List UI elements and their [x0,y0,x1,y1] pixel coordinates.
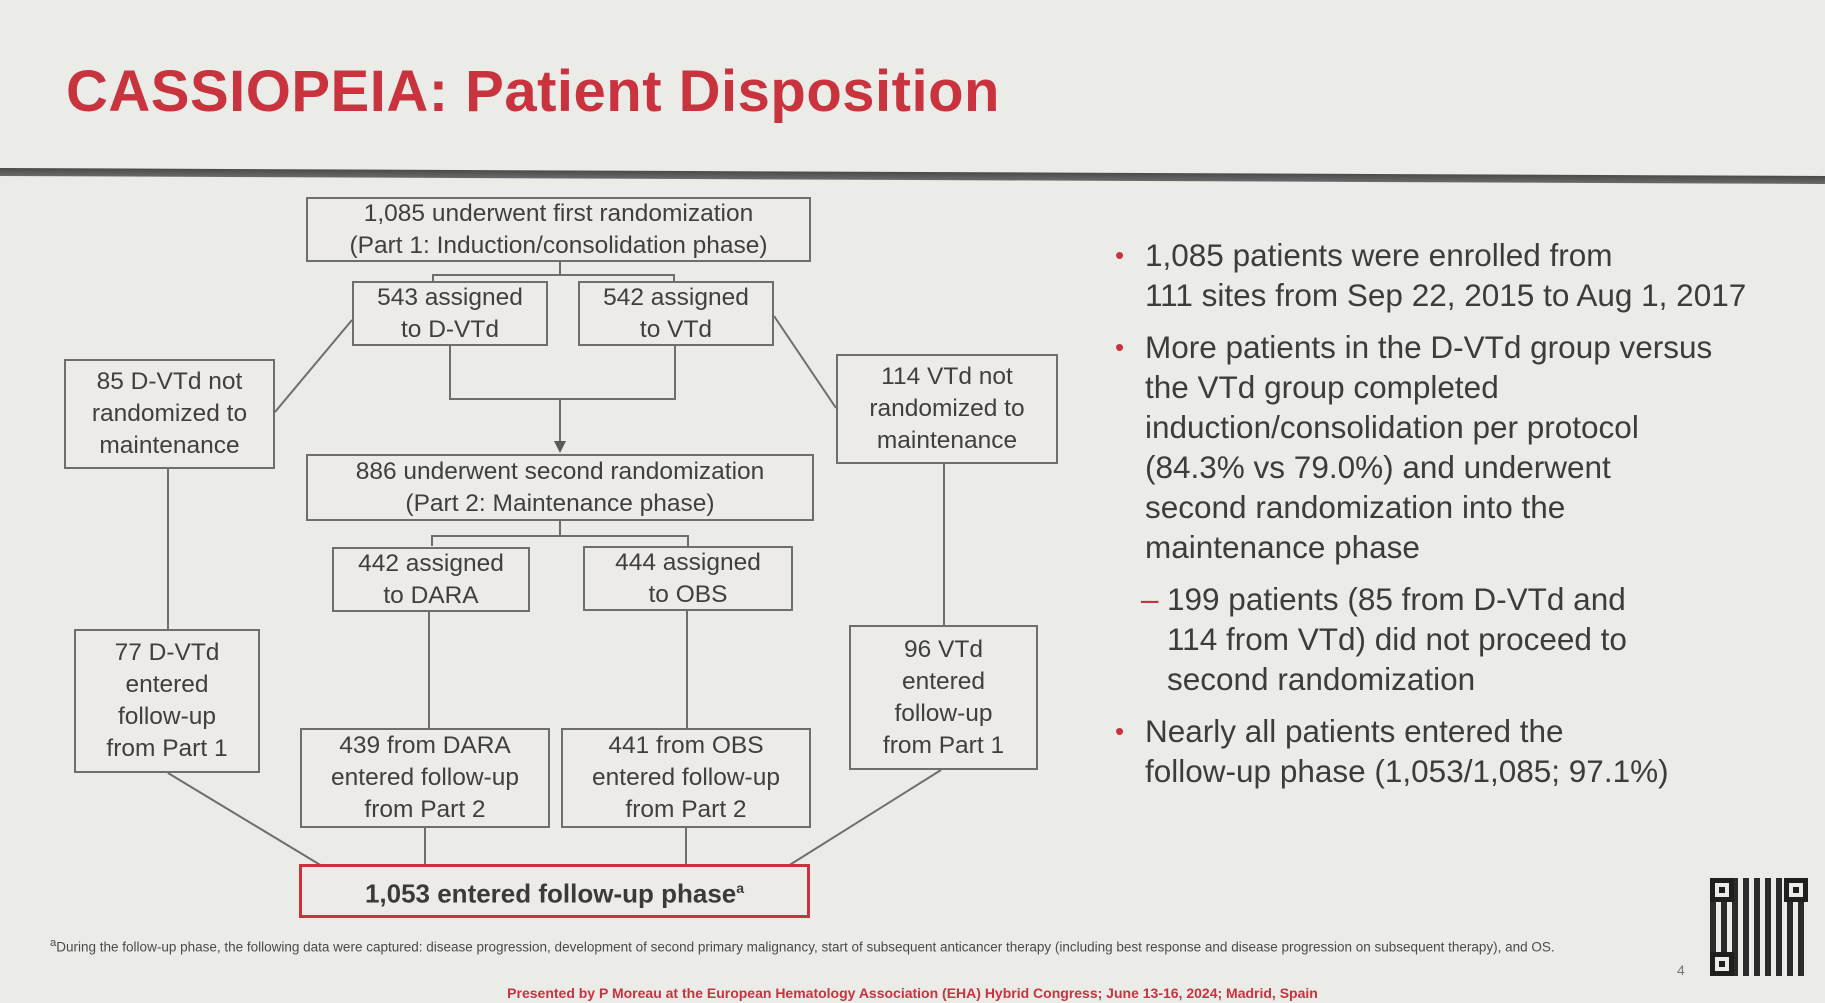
bullet-marker: • [1115,332,1125,362]
bullet-enrollment: • 1,085 patients were enrolled from 111 … [1115,237,1747,313]
sub-bullet-not-proceeding: – 199 patients (85 from D-VTd and 114 fr… [1141,581,1627,697]
sub-bullet-marker: – [1141,581,1159,617]
vtd-assigned-box: 542 assigned to VTd [578,281,774,346]
key-points: • 1,085 patients were enrolled from 111 … [1115,235,1805,803]
dvtd-followup-box: 77 D-VTd entered follow-up from Part 1 [74,629,260,773]
obs-assigned-box: 444 assigned to OBS [583,546,793,611]
bullet-marker: • [1115,716,1125,746]
qr-finder-top-right [1784,878,1808,902]
bullet-marker: • [1115,240,1125,270]
page-number: 4 [1677,962,1685,978]
dvtd-not-randomized-box: 85 D-VTd not randomized to maintenance [64,359,275,469]
qr-finder-top-left [1710,878,1734,902]
bullet-completion: • More patients in the D-VTd group versu… [1115,329,1713,565]
vtd-not-randomized-box: 114 VTd not randomized to maintenance [836,354,1058,464]
second-randomization-box: 886 underwent second randomization (Part … [306,454,814,521]
presented-by: Presented by P Moreau at the European He… [507,985,1318,1001]
dara-assigned-box: 442 assigned to DARA [332,547,530,612]
qr-code-icon[interactable] [1710,878,1808,976]
obs-followup-box: 441 from OBS entered follow-up from Part 2 [561,728,811,828]
dvtd-assigned-box: 543 assigned to D-VTd [352,281,548,346]
bullet-followup: • Nearly all patients entered the follow… [1115,713,1669,789]
footnote: aDuring the follow-up phase, the followi… [50,937,1555,955]
final-followup-box: 1,053 entered follow-up phasea [299,864,810,918]
first-randomization-box: 1,085 underwent first randomization (Part… [306,197,811,262]
qr-finder-bottom-left [1710,952,1734,976]
vtd-followup-box: 96 VTd entered follow-up from Part 1 [849,625,1038,770]
dara-followup-box: 439 from DARA entered follow-up from Part … [300,728,550,828]
page-title: CASSIOPEIA: Patient Disposition [66,59,1000,124]
